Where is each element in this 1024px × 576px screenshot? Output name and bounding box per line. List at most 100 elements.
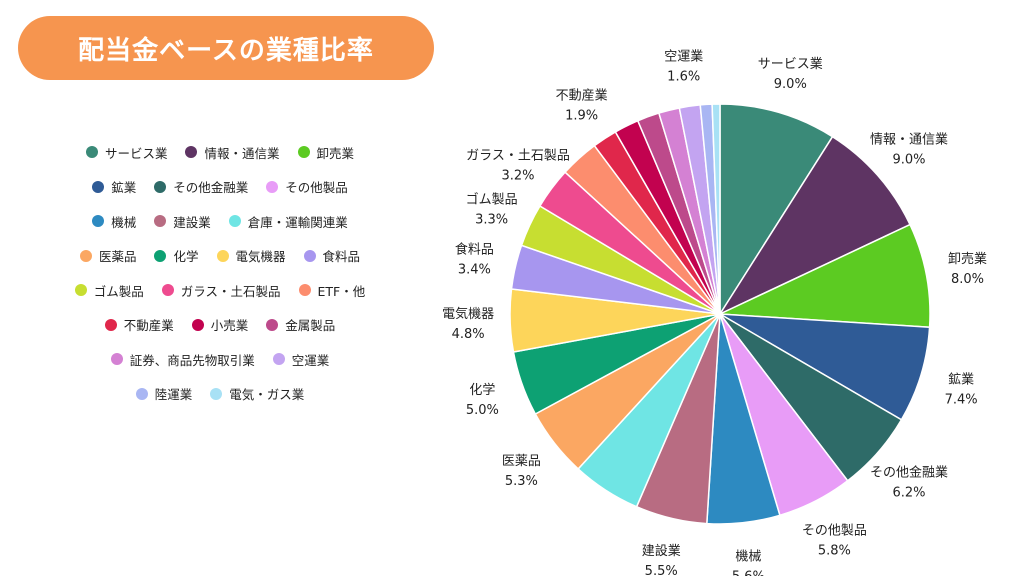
slice-label: 鉱業 7.4% xyxy=(945,371,978,407)
legend-swatch xyxy=(161,284,174,297)
chart-title-pill: 配当金ベースの業種比率 xyxy=(18,16,434,80)
legend-row: ゴム製品 ガラス・土石製品 ETF・他 xyxy=(30,273,410,308)
legend-swatch xyxy=(185,146,198,159)
legend-item: 鉱業 xyxy=(92,177,136,196)
pie-slice xyxy=(719,103,834,317)
legend-label: 建設業 xyxy=(173,214,211,230)
slice-label: 卸売業 8.0% xyxy=(948,251,987,287)
slice-label: ゴム製品 3.3% xyxy=(466,191,518,227)
legend-label: 化学 xyxy=(173,249,199,265)
slice-label: 空運業 1.6% xyxy=(664,49,703,85)
pie-slice xyxy=(719,313,931,421)
legend-swatch xyxy=(297,146,310,159)
slice-label: サービス業 9.0% xyxy=(758,56,823,92)
slice-label: 電気機器 4.8% xyxy=(442,306,494,342)
legend-label: 卸売業 xyxy=(316,145,355,161)
legend-row: 証券、商品先物取引業 空運業 xyxy=(30,342,410,377)
pie-slice xyxy=(717,135,912,316)
legend-swatch xyxy=(272,353,285,366)
legend-item: 空運業 xyxy=(272,350,330,369)
legend-item: その他金融業 xyxy=(154,177,248,196)
slice-label: 不動産業 1.9% xyxy=(556,87,608,123)
legend-item: 金属製品 xyxy=(266,315,335,334)
legend-label: 小売業 xyxy=(210,318,249,334)
legend-swatch xyxy=(154,249,167,262)
legend-item: 電気機器 xyxy=(216,246,286,265)
legend-item: 電気・ガス業 xyxy=(210,384,304,403)
legend-swatch xyxy=(298,284,311,297)
legend-row: 鉱業 その他金融業 その他製品 xyxy=(30,170,410,205)
legend-item: 倉庫・運輸関連業 xyxy=(228,212,348,231)
legend-item: 機械 xyxy=(92,212,136,231)
legend-item: 食料品 xyxy=(303,246,361,265)
legend-item: 医薬品 xyxy=(79,246,137,265)
legend-label: その他金融業 xyxy=(173,180,249,196)
slice-label: 情報・通信業 9.0% xyxy=(870,131,948,167)
slice-label: 食料品 3.4% xyxy=(455,242,494,278)
legend-label: 鉱業 xyxy=(111,180,137,196)
slice-label: 機械5.6% xyxy=(732,549,765,576)
legend-row: 不動産業 小売業 金属製品 xyxy=(30,308,410,343)
legend-swatch xyxy=(191,318,204,331)
legend-row: サービス業 情報・通信業 卸売業 xyxy=(30,135,410,170)
pie-slice xyxy=(719,223,931,328)
legend-swatch xyxy=(79,249,92,262)
legend-label: サービス業 xyxy=(104,145,168,161)
legend-label: 食料品 xyxy=(322,249,361,265)
legend-swatch xyxy=(92,215,105,228)
legend: サービス業 情報・通信業 卸売業鉱業 その他金融業 その他製品機械 建設業 倉庫・運輸関連業… xyxy=(30,135,410,411)
legend-swatch xyxy=(74,284,87,297)
legend-swatch xyxy=(210,387,223,400)
legend-item: ゴム製品 xyxy=(74,281,144,300)
slice-label: その他製品 5.8% xyxy=(802,524,867,559)
legend-item: 建設業 xyxy=(154,212,211,231)
slice-label: 化学 5.0% xyxy=(466,382,499,418)
legend-item: 証券、商品先物取引業 xyxy=(110,350,255,369)
legend-label: 電気機器 xyxy=(235,249,286,265)
slice-label: 医薬品 5.3% xyxy=(502,454,541,489)
legend-item: ガラス・土石製品 xyxy=(161,281,281,300)
legend-swatch xyxy=(303,249,316,262)
legend-row: 陸運業 電気・ガス業 xyxy=(30,377,410,412)
legend-label: ゴム製品 xyxy=(93,283,144,299)
legend-swatch xyxy=(266,318,279,331)
legend-item: 不動産業 xyxy=(104,315,174,334)
legend-label: 倉庫・運輸関連業 xyxy=(247,214,348,230)
legend-label: 陸運業 xyxy=(154,387,193,403)
legend-swatch xyxy=(110,353,123,366)
legend-swatch xyxy=(92,180,105,193)
legend-row: 医薬品 化学 電気機器 食料品 xyxy=(30,239,410,274)
legend-label: 情報・通信業 xyxy=(204,145,280,161)
legend-label: ETF・他 xyxy=(317,283,366,299)
slice-label: ガラス・土石製品 3.2% xyxy=(466,148,570,183)
slice-label: 建設業 5.5% xyxy=(642,543,681,576)
legend-label: 証券、商品先物取引業 xyxy=(129,352,255,368)
slice-label: その他金融業 6.2% xyxy=(870,465,948,501)
legend-label: 機械 xyxy=(111,214,137,230)
legend-swatch xyxy=(104,318,117,331)
legend-item: サービス業 xyxy=(85,143,168,162)
legend-swatch xyxy=(216,249,229,262)
legend-swatch xyxy=(85,146,98,159)
legend-item: 小売業 xyxy=(191,315,249,334)
legend-swatch xyxy=(266,180,279,193)
legend-swatch xyxy=(228,215,241,228)
legend-swatch xyxy=(135,387,148,400)
legend-item: 卸売業 xyxy=(297,143,355,162)
legend-swatch xyxy=(154,215,167,228)
legend-label: 医薬品 xyxy=(98,249,137,265)
chart-title: 配当金ベースの業種比率 xyxy=(78,35,374,66)
legend-item: 化学 xyxy=(154,246,199,265)
legend-item: 情報・通信業 xyxy=(185,143,280,162)
legend-swatch xyxy=(154,180,167,193)
legend-label: 不動産業 xyxy=(123,318,174,334)
legend-item: その他製品 xyxy=(266,177,348,196)
legend-item: 陸運業 xyxy=(135,384,193,403)
legend-label: 金属製品 xyxy=(285,318,336,334)
legend-label: 電気・ガス業 xyxy=(229,387,305,403)
pie-slice xyxy=(711,103,721,315)
legend-item: ETF・他 xyxy=(298,281,366,300)
legend-label: 空運業 xyxy=(291,352,330,368)
legend-label: ガラス・土石製品 xyxy=(180,283,281,299)
